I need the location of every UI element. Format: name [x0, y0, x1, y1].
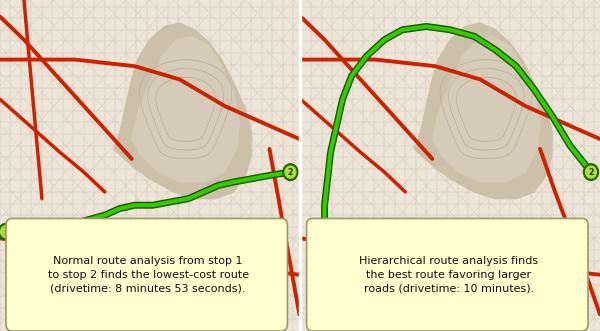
- Text: 2: 2: [288, 167, 293, 177]
- Circle shape: [0, 223, 13, 240]
- Ellipse shape: [428, 243, 443, 253]
- Text: 2: 2: [589, 167, 593, 177]
- Text: Hierarchical route analysis finds
the best route favoring larger
roads (drivetim: Hierarchical route analysis finds the be…: [359, 256, 538, 294]
- Text: 1: 1: [4, 227, 8, 236]
- Circle shape: [1, 226, 11, 238]
- Circle shape: [285, 166, 296, 178]
- FancyBboxPatch shape: [307, 218, 588, 331]
- Text: 1: 1: [322, 224, 327, 233]
- Circle shape: [584, 164, 599, 180]
- Polygon shape: [433, 36, 540, 182]
- Circle shape: [319, 222, 330, 234]
- Ellipse shape: [33, 247, 75, 270]
- Polygon shape: [132, 36, 239, 182]
- Circle shape: [317, 220, 332, 237]
- Circle shape: [283, 164, 298, 180]
- Polygon shape: [114, 23, 251, 199]
- Ellipse shape: [448, 247, 483, 269]
- Polygon shape: [415, 23, 552, 199]
- Circle shape: [586, 166, 596, 178]
- FancyBboxPatch shape: [6, 218, 287, 331]
- Text: Normal route analysis from stop 1
to stop 2 finds the lowest-cost route
(driveti: Normal route analysis from stop 1 to sto…: [47, 256, 249, 294]
- Ellipse shape: [16, 246, 32, 258]
